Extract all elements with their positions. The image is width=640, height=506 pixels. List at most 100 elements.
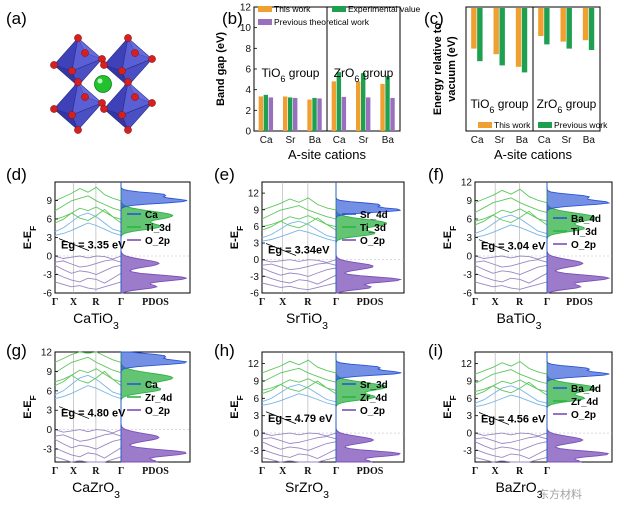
legend-label: Ti_3d [360, 223, 386, 234]
pdos-label: PDOS [357, 466, 384, 477]
y-tick-label: 12 [240, 3, 252, 14]
x-tick-label: Ca [538, 135, 551, 146]
y-tick-label: 0 [253, 429, 259, 440]
group-label: TiO6 group [471, 97, 529, 115]
oxygen-atom [124, 34, 132, 42]
compound-caption: SrZrO3 [285, 479, 329, 501]
bar-chart-c [465, 6, 601, 132]
y-axis-label: E-EF [442, 226, 458, 249]
bar [307, 99, 312, 131]
y-tick-label: 8 [245, 44, 251, 55]
bar [582, 8, 589, 41]
oxygen-atom [100, 61, 108, 69]
band-gap-label: Eg = 4.79 eV [268, 413, 333, 425]
band-line [474, 441, 548, 451]
atom-highlight [97, 78, 103, 84]
kpoint-label: R [516, 297, 524, 308]
bar [538, 8, 544, 36]
bar [283, 96, 288, 131]
panel-label-e: (e) [214, 165, 235, 184]
y-axis-label: Band gap (eV) [215, 32, 227, 106]
kpoint-label: R [304, 297, 312, 308]
kpoint-label: X [279, 466, 287, 477]
band-line [261, 197, 337, 211]
x-tick-label: Sr [562, 135, 573, 146]
group-label: ZrO6 group [537, 97, 597, 115]
oxygen-atom [81, 49, 89, 57]
pdos-a-site [120, 351, 188, 462]
legend-label: Ca [145, 380, 158, 391]
compound-caption: BaZrO3 [495, 479, 542, 501]
band-line [261, 448, 337, 459]
band-line [261, 456, 337, 463]
x-tick-label: Ba [382, 135, 395, 146]
oxygen-atom [68, 111, 76, 119]
band-line [474, 272, 548, 284]
panel-label-b: (b) [222, 9, 243, 28]
band-line [474, 381, 548, 396]
band-line [474, 214, 548, 235]
band-line [54, 281, 122, 290]
legend-label: O_2p [360, 236, 385, 247]
kpoint-label: Γ [52, 466, 58, 477]
bar [477, 8, 483, 62]
legend-label: Ba_4d [571, 214, 601, 225]
oxygen-atom [50, 61, 58, 69]
band-line [474, 188, 548, 204]
a-site-atom [94, 75, 112, 93]
band-line [474, 436, 548, 444]
y-tick-label: 0 [46, 425, 52, 436]
bar [356, 81, 361, 131]
y-tick-label: 6 [46, 386, 52, 397]
band-line [261, 274, 337, 285]
y-tick-label: 3 [466, 233, 472, 244]
bar [544, 8, 550, 45]
pdos-label: PDOS [142, 466, 169, 477]
oxygen-atom [148, 99, 156, 107]
y-tick-label: 0 [46, 252, 52, 263]
panel-label-i: (i) [428, 341, 443, 360]
legend-label: O_2p [571, 240, 596, 251]
gap-arrow [478, 412, 510, 425]
legend-swatch [258, 19, 272, 25]
kpoint-label: Γ [259, 466, 265, 477]
x-tick-label: Ba [309, 135, 322, 146]
y-tick-label: 4 [245, 85, 251, 96]
legend-label: O_2p [571, 410, 596, 421]
bar [288, 97, 293, 131]
band-line [54, 195, 122, 212]
bar [385, 76, 390, 131]
kpoint-label: R [304, 466, 312, 477]
band-line [261, 267, 337, 277]
legend-label: This work [274, 4, 311, 14]
band-gap-label: Eg = 3.04 eV [481, 241, 546, 253]
kpoint-label: Γ [544, 466, 550, 477]
kpoint-label: Γ [333, 297, 339, 308]
band-line [54, 351, 122, 363]
band-line [474, 197, 548, 214]
band-line [261, 282, 337, 291]
kpoint-label: Γ [52, 297, 58, 308]
band-line [474, 456, 548, 463]
kpoint-label: X [70, 466, 78, 477]
panel-label-g: (g) [6, 341, 27, 360]
oxygen-atom [118, 111, 126, 119]
bar [293, 97, 298, 131]
legend-label: O_2p [360, 406, 385, 417]
band-line [474, 360, 548, 375]
band-line [474, 281, 548, 290]
y-tick-label: -6 [250, 289, 259, 300]
legend-swatch [478, 122, 492, 128]
band-line [261, 229, 337, 242]
band-panel-g [54, 351, 191, 463]
compound-caption: CaTiO3 [73, 310, 119, 332]
kpoint-label: Γ [472, 297, 478, 308]
kpoint-label: R [516, 466, 524, 477]
band-line [261, 380, 337, 395]
legend-label: Zr_4d [571, 397, 598, 408]
legend-label: Ti_3d [145, 223, 171, 234]
x-tick-label: Sr [286, 135, 297, 146]
x-tick-label: Ba [583, 135, 596, 146]
band-panel-h [261, 351, 405, 463]
bar [341, 96, 347, 131]
